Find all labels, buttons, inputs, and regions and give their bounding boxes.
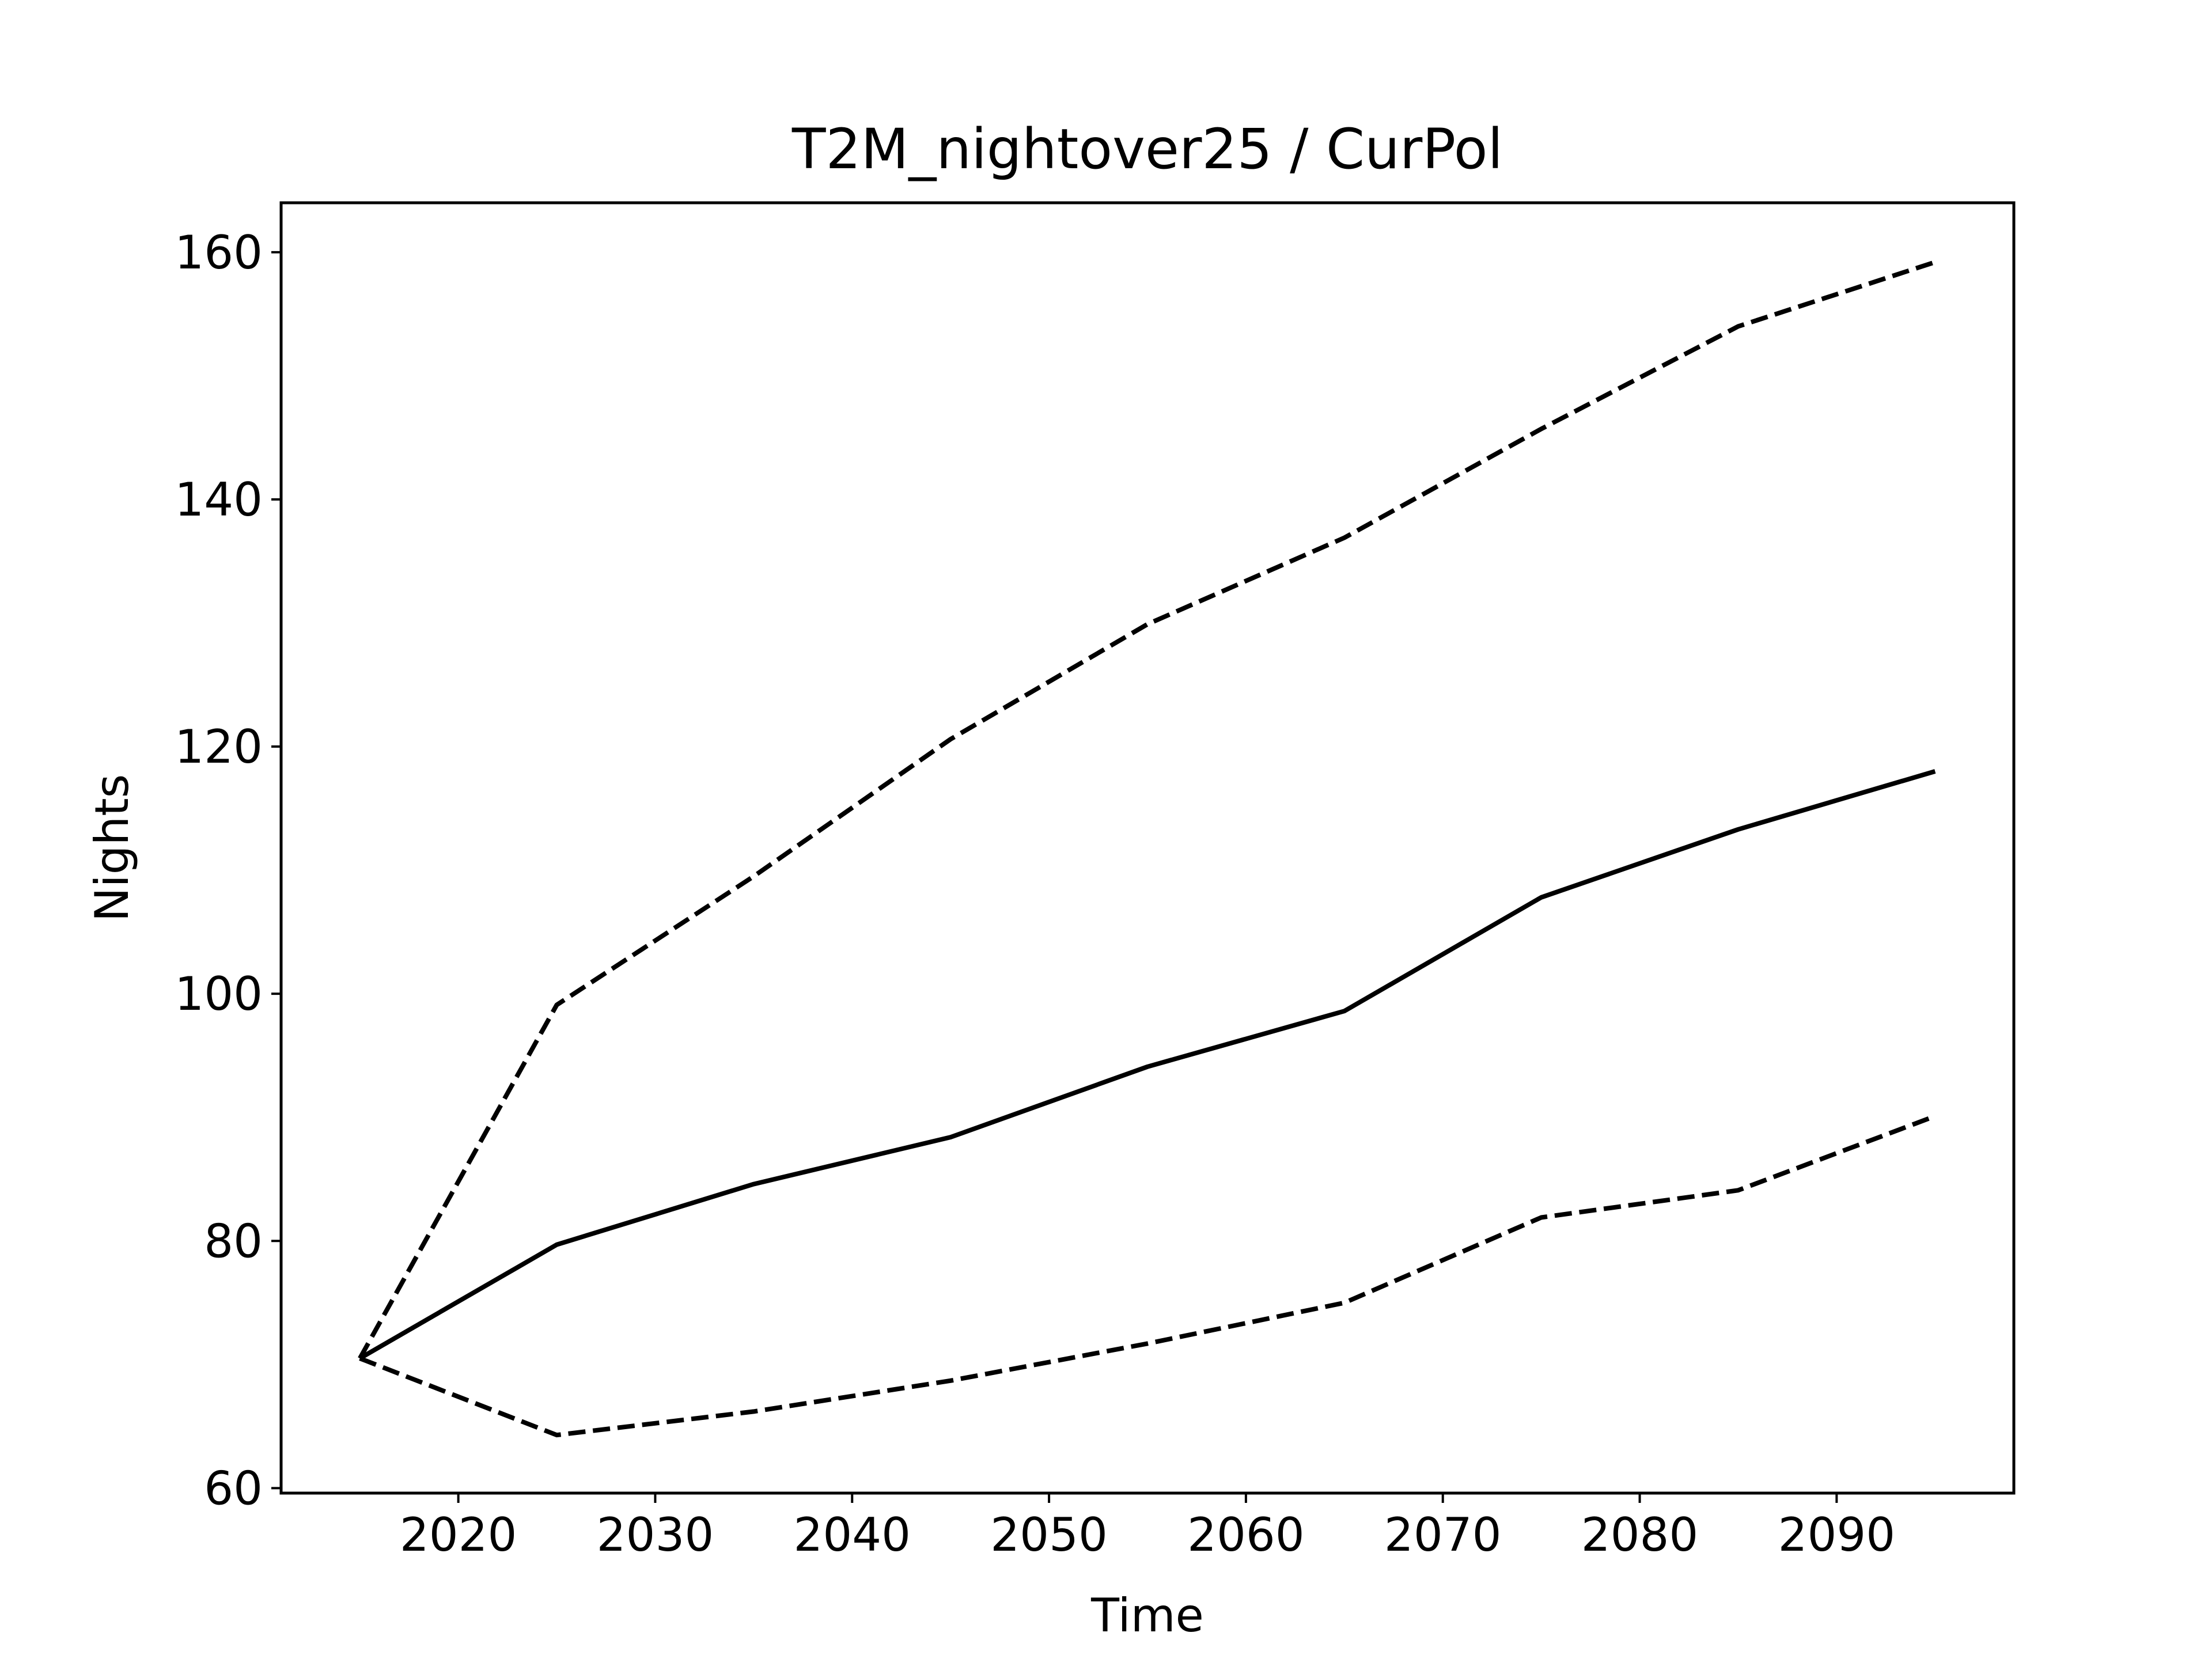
chart-title: T2M_nightover25 / CurPol <box>791 117 1503 181</box>
x-tick-label: 2070 <box>1384 1508 1502 1562</box>
x-tick-label: 2040 <box>793 1508 911 1562</box>
y-tick-label: 100 <box>175 967 263 1021</box>
series-line-1 <box>358 769 1936 1361</box>
y-axis-label: Nights <box>85 774 139 922</box>
x-axis-label: Time <box>1090 1589 1204 1642</box>
series-line-3 <box>359 1113 1936 1438</box>
x-tick-label: 2030 <box>597 1508 714 1562</box>
x-tick-label: 2060 <box>1187 1508 1305 1562</box>
y-tick-label: 140 <box>175 473 263 527</box>
y-tick-label: 120 <box>175 720 263 774</box>
plot-frame <box>279 201 2016 1495</box>
y-tick-label: 80 <box>204 1214 263 1268</box>
x-tick-label: 2020 <box>400 1508 517 1562</box>
x-axis-ticks: 2020 2030 2040 2050 2060 2070 2080 2090 <box>400 1493 1895 1562</box>
y-tick-label: 60 <box>204 1461 263 1515</box>
x-tick-label: 2050 <box>990 1508 1108 1562</box>
y-axis-ticks: 60 80 100 120 140 160 <box>175 226 281 1515</box>
series-layer <box>358 260 1936 1438</box>
x-tick-label: 2090 <box>1778 1508 1896 1562</box>
series-line-2 <box>358 260 1936 1360</box>
x-tick-label: 2080 <box>1581 1508 1699 1562</box>
y-tick-label: 160 <box>175 226 263 279</box>
